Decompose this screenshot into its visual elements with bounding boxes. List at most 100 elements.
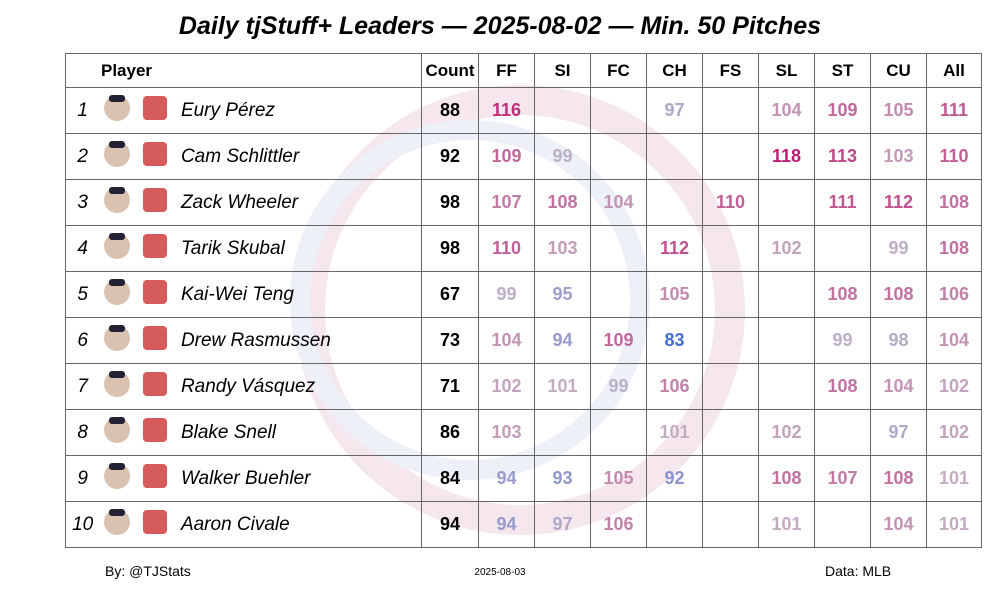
player-images bbox=[99, 501, 177, 548]
column-header: ST bbox=[814, 53, 871, 88]
stuff-value bbox=[702, 225, 759, 272]
stuff-value bbox=[702, 455, 759, 502]
pitch-count: 84 bbox=[421, 455, 479, 502]
stuff-value bbox=[814, 409, 871, 456]
cap bbox=[109, 141, 126, 148]
stuff-value: 92 bbox=[646, 455, 703, 502]
rank: 6 bbox=[65, 317, 100, 364]
column-header: SI bbox=[534, 53, 591, 88]
rank: 5 bbox=[65, 271, 100, 318]
stuff-value bbox=[534, 87, 591, 134]
rank: 7 bbox=[65, 363, 100, 410]
stuff-value: 104 bbox=[870, 363, 927, 410]
cap bbox=[109, 371, 126, 378]
player-icons bbox=[104, 325, 168, 351]
player-icons bbox=[104, 371, 168, 397]
player-name: Blake Snell bbox=[176, 409, 422, 456]
player-name: Kai-Wei Teng bbox=[176, 271, 422, 318]
stuff-value bbox=[702, 501, 759, 548]
pitch-count: 98 bbox=[421, 179, 479, 226]
team-logo bbox=[143, 280, 168, 304]
stuff-value: 108 bbox=[870, 455, 927, 502]
stuff-value: 113 bbox=[814, 133, 871, 180]
cap bbox=[109, 463, 126, 470]
stuff-value: 103 bbox=[870, 133, 927, 180]
stuff-value: 108 bbox=[758, 455, 815, 502]
player-name: Zack Wheeler bbox=[176, 179, 422, 226]
player-icons bbox=[104, 509, 168, 535]
player-images bbox=[99, 363, 177, 410]
cap bbox=[109, 325, 126, 332]
stuff-value: 101 bbox=[758, 501, 815, 548]
stuff-value: 99 bbox=[478, 271, 535, 318]
header-row: Player Count FF SI FC CH FS SL ST CU All bbox=[65, 53, 982, 88]
stuff-value: 116 bbox=[478, 87, 535, 134]
stuff-value: 118 bbox=[758, 133, 815, 180]
cap bbox=[109, 509, 126, 516]
team-logo bbox=[143, 418, 168, 442]
stuff-value: 104 bbox=[926, 317, 982, 364]
stuff-value: 99 bbox=[814, 317, 871, 364]
footer-left: By: @TJStats bbox=[105, 563, 191, 579]
footer-center: 2025-08-03 bbox=[474, 567, 526, 578]
cap bbox=[109, 417, 126, 424]
player-name: Drew Rasmussen bbox=[176, 317, 422, 364]
stuff-value: 102 bbox=[758, 225, 815, 272]
stuff-value bbox=[702, 87, 759, 134]
stuff-value: 101 bbox=[926, 501, 982, 548]
stuff-value: 101 bbox=[926, 455, 982, 502]
team-logo bbox=[143, 464, 168, 488]
stuff-value: 112 bbox=[870, 179, 927, 226]
stuff-value: 103 bbox=[534, 225, 591, 272]
leaders-table: Player Count FF SI FC CH FS SL ST CU All 1 Eury Pére… bbox=[65, 53, 982, 548]
stuff-value bbox=[702, 133, 759, 180]
stuff-value: 101 bbox=[646, 409, 703, 456]
stuff-value bbox=[758, 317, 815, 364]
stuff-value: 110 bbox=[702, 179, 759, 226]
column-header: FF bbox=[478, 53, 535, 88]
stuff-value: 107 bbox=[478, 179, 535, 226]
stuff-value: 99 bbox=[870, 225, 927, 272]
column-header: FS bbox=[702, 53, 759, 88]
stuff-value bbox=[646, 179, 703, 226]
stuff-value: 99 bbox=[590, 363, 647, 410]
player-images bbox=[99, 409, 177, 456]
stuff-value bbox=[814, 501, 871, 548]
stuff-value: 95 bbox=[534, 271, 591, 318]
player-row: 5 Kai-Wei Teng 67 99 95 105 108 108 106 bbox=[65, 271, 982, 318]
cap bbox=[109, 279, 126, 286]
column-header: Count bbox=[421, 53, 479, 88]
rank: 10 bbox=[65, 501, 100, 548]
stuff-value: 97 bbox=[534, 501, 591, 548]
team-logo bbox=[143, 372, 168, 396]
stuff-value bbox=[590, 409, 647, 456]
player-row: 10 Aaron Civale 94 94 97 106 101 104 101 bbox=[65, 501, 982, 548]
pitch-count: 94 bbox=[421, 501, 479, 548]
pitch-count: 86 bbox=[421, 409, 479, 456]
stuff-value: 105 bbox=[646, 271, 703, 318]
stuff-value: 108 bbox=[534, 179, 591, 226]
stuff-value bbox=[758, 271, 815, 318]
stuff-value: 111 bbox=[926, 87, 982, 134]
player-icons bbox=[104, 187, 168, 213]
player-name: Walker Buehler bbox=[176, 455, 422, 502]
stuff-value: 108 bbox=[870, 271, 927, 318]
stuff-value: 112 bbox=[646, 225, 703, 272]
player-row: 9 Walker Buehler 84 94 93 105 92 108 107 108 101 bbox=[65, 455, 982, 502]
stuff-value: 106 bbox=[926, 271, 982, 318]
pitch-count: 98 bbox=[421, 225, 479, 272]
player-images bbox=[99, 133, 177, 180]
rank: 1 bbox=[65, 87, 100, 134]
stuff-value: 108 bbox=[926, 225, 982, 272]
pitch-count: 73 bbox=[421, 317, 479, 364]
team-logo bbox=[143, 96, 168, 120]
stuff-value: 107 bbox=[814, 455, 871, 502]
stuff-value: 104 bbox=[590, 179, 647, 226]
stuff-value: 83 bbox=[646, 317, 703, 364]
column-header: SL bbox=[758, 53, 815, 88]
stuff-value: 94 bbox=[478, 455, 535, 502]
player-images bbox=[99, 87, 177, 134]
stuff-value bbox=[646, 133, 703, 180]
player-name: Eury Pérez bbox=[176, 87, 422, 134]
footer-right: Data: MLB bbox=[825, 563, 892, 579]
